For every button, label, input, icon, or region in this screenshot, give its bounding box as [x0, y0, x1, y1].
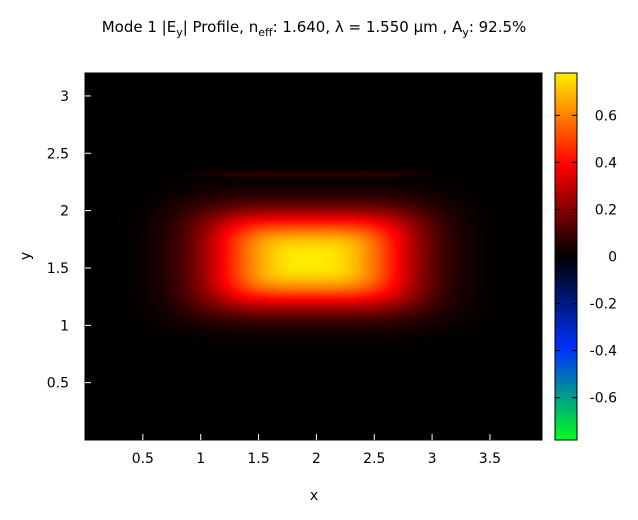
x-tick-label: 1 — [196, 451, 205, 467]
y-axis-ticks: 0.5 1 1.5 2 2.5 3 — [47, 89, 91, 392]
y-tick-label: 0.5 — [47, 376, 69, 392]
y-tick-label: 2.5 — [47, 146, 69, 162]
x-tick-label: 2.5 — [363, 451, 385, 467]
colorbar-tick-label: -0.4 — [590, 344, 617, 360]
colorbar-tick-label: 0 — [608, 250, 617, 266]
x-tick-label: 1.5 — [247, 451, 269, 467]
colorbar-tick-label: -0.2 — [590, 297, 617, 313]
chart-title: Mode 1 |Ey| Profile, neff: 1.640, λ = 1.… — [102, 18, 527, 39]
x-axis-ticks: 0.5 1 1.5 2 2.5 3 3.5 — [132, 434, 501, 467]
colorbar-ticks: 0.6 0.4 0.2 0 -0.2 -0.4 -0.6 — [555, 108, 617, 407]
x-tick-label: 2 — [312, 451, 321, 467]
y-tick-label: 2 — [60, 204, 69, 220]
x-axis-label: x — [310, 488, 318, 504]
y-tick-label: 1.5 — [47, 261, 69, 277]
y-tick-label: 1 — [60, 318, 69, 334]
x-tick-label: 3.5 — [479, 451, 501, 467]
colorbar-tick-label: 0.6 — [595, 108, 617, 124]
heatmap-area — [84, 72, 543, 441]
heatmap-image — [85, 73, 542, 440]
colorbar-tick-label: 0.2 — [595, 202, 617, 218]
colorbar-tick-label: 0.4 — [595, 155, 617, 171]
x-tick-label: 0.5 — [132, 451, 154, 467]
colorbar: 0.6 0.4 0.2 0 -0.2 -0.4 -0.6 — [554, 72, 617, 441]
colorbar-tick-label: -0.6 — [590, 391, 617, 407]
plot-frame — [84, 72, 543, 441]
y-axis-label: y — [18, 252, 34, 260]
x-tick-label: 3 — [428, 451, 437, 467]
y-tick-label: 3 — [60, 89, 69, 105]
